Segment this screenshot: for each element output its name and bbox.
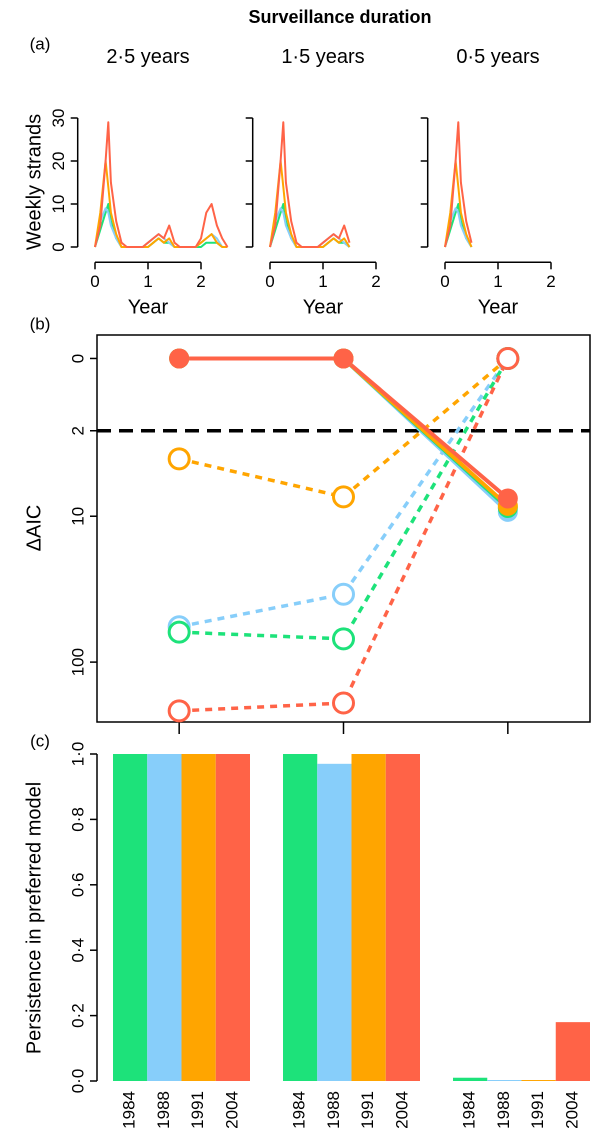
bar bbox=[317, 763, 352, 1081]
y-tick-label: 0·0 bbox=[68, 1069, 87, 1094]
y-tick-label: 0 bbox=[68, 354, 87, 363]
series-line bbox=[178, 357, 510, 629]
data-point bbox=[496, 346, 520, 370]
x-tick-label: 1991 bbox=[528, 1091, 547, 1129]
y-axis-label: Persistence in preferred model bbox=[23, 782, 45, 1054]
x-tick-label: 1984 bbox=[460, 1091, 479, 1129]
y-tick-label: 2 bbox=[68, 426, 87, 435]
bar bbox=[113, 754, 148, 1081]
x-tick-label: 0 bbox=[440, 272, 449, 291]
x-tick-label: 1 bbox=[143, 272, 152, 291]
data-point bbox=[333, 348, 354, 369]
figure-title: Surveillance duration bbox=[248, 7, 431, 27]
x-axis-label: Year bbox=[128, 297, 169, 319]
x-tick-label: 1984 bbox=[290, 1091, 309, 1129]
x-tick-label: 2 bbox=[371, 272, 380, 291]
bar bbox=[215, 754, 250, 1081]
y-tick-label: 10 bbox=[68, 507, 87, 526]
bar bbox=[385, 754, 420, 1081]
x-axis-label: Year bbox=[303, 297, 344, 319]
x-tick-label: 1988 bbox=[494, 1091, 513, 1129]
panel-label: (b) bbox=[30, 314, 51, 333]
x-tick-label: 1991 bbox=[358, 1091, 377, 1129]
panel-label: (a) bbox=[30, 34, 51, 53]
bar bbox=[147, 754, 182, 1081]
y-tick-label: 100 bbox=[68, 648, 87, 676]
y-axis-label: Weekly strands bbox=[23, 114, 45, 250]
x-tick-label: 2004 bbox=[392, 1091, 411, 1129]
panel-label: (c) bbox=[30, 731, 50, 750]
y-tick-label: 1·0 bbox=[68, 742, 87, 767]
y-tick-label: 10 bbox=[49, 195, 68, 214]
data-point bbox=[167, 447, 191, 471]
series-line bbox=[94, 121, 229, 248]
data-point bbox=[169, 348, 190, 369]
x-tick-label: 1988 bbox=[324, 1091, 343, 1129]
series-line bbox=[269, 121, 351, 248]
y-tick-label: 0·6 bbox=[68, 873, 87, 898]
y-tick-label: 0 bbox=[49, 242, 68, 251]
bar bbox=[521, 1080, 556, 1081]
y-tick-label: 20 bbox=[49, 152, 68, 171]
data-point bbox=[332, 582, 355, 606]
panel-title: 2·5 years bbox=[106, 46, 189, 68]
panel-title: 0·5 years bbox=[456, 46, 539, 68]
series-line bbox=[444, 160, 473, 248]
series-line bbox=[444, 121, 473, 248]
data-point bbox=[332, 485, 355, 509]
x-tick-label: 2004 bbox=[222, 1091, 241, 1129]
series-line bbox=[179, 357, 510, 713]
data-point bbox=[332, 691, 355, 715]
bar bbox=[453, 1077, 488, 1081]
bar bbox=[283, 754, 318, 1081]
x-tick-label: 2 bbox=[546, 272, 555, 291]
y-tick-label: 30 bbox=[49, 109, 68, 128]
y-tick-label: 0·8 bbox=[68, 807, 87, 832]
x-tick-label: 2 bbox=[196, 272, 205, 291]
bar bbox=[487, 1080, 522, 1081]
x-tick-label: 2004 bbox=[562, 1091, 581, 1129]
y-tick-label: 0·4 bbox=[68, 938, 87, 963]
x-tick-label: 1 bbox=[493, 272, 502, 291]
x-tick-label: 0 bbox=[90, 272, 99, 291]
x-tick-label: 1988 bbox=[154, 1091, 173, 1129]
x-tick-label: 1984 bbox=[120, 1091, 139, 1129]
y-tick-label: 0·2 bbox=[68, 1003, 87, 1028]
series-line bbox=[178, 357, 509, 499]
bar bbox=[555, 1022, 590, 1081]
x-tick-label: 0 bbox=[265, 272, 274, 291]
x-tick-label: 1 bbox=[318, 272, 327, 291]
data-point bbox=[332, 627, 355, 651]
data-point bbox=[167, 699, 191, 723]
x-axis-label: Year bbox=[478, 297, 519, 319]
x-tick-label: 1991 bbox=[188, 1091, 207, 1129]
bar bbox=[351, 754, 386, 1081]
data-point bbox=[497, 488, 518, 509]
plot-frame bbox=[96, 334, 591, 723]
y-axis-label: ΔAIC bbox=[23, 505, 45, 552]
series-line bbox=[94, 160, 228, 248]
series-line bbox=[269, 160, 351, 248]
panel-title: 1·5 years bbox=[281, 46, 364, 68]
bar bbox=[181, 754, 216, 1081]
data-point bbox=[167, 620, 191, 644]
